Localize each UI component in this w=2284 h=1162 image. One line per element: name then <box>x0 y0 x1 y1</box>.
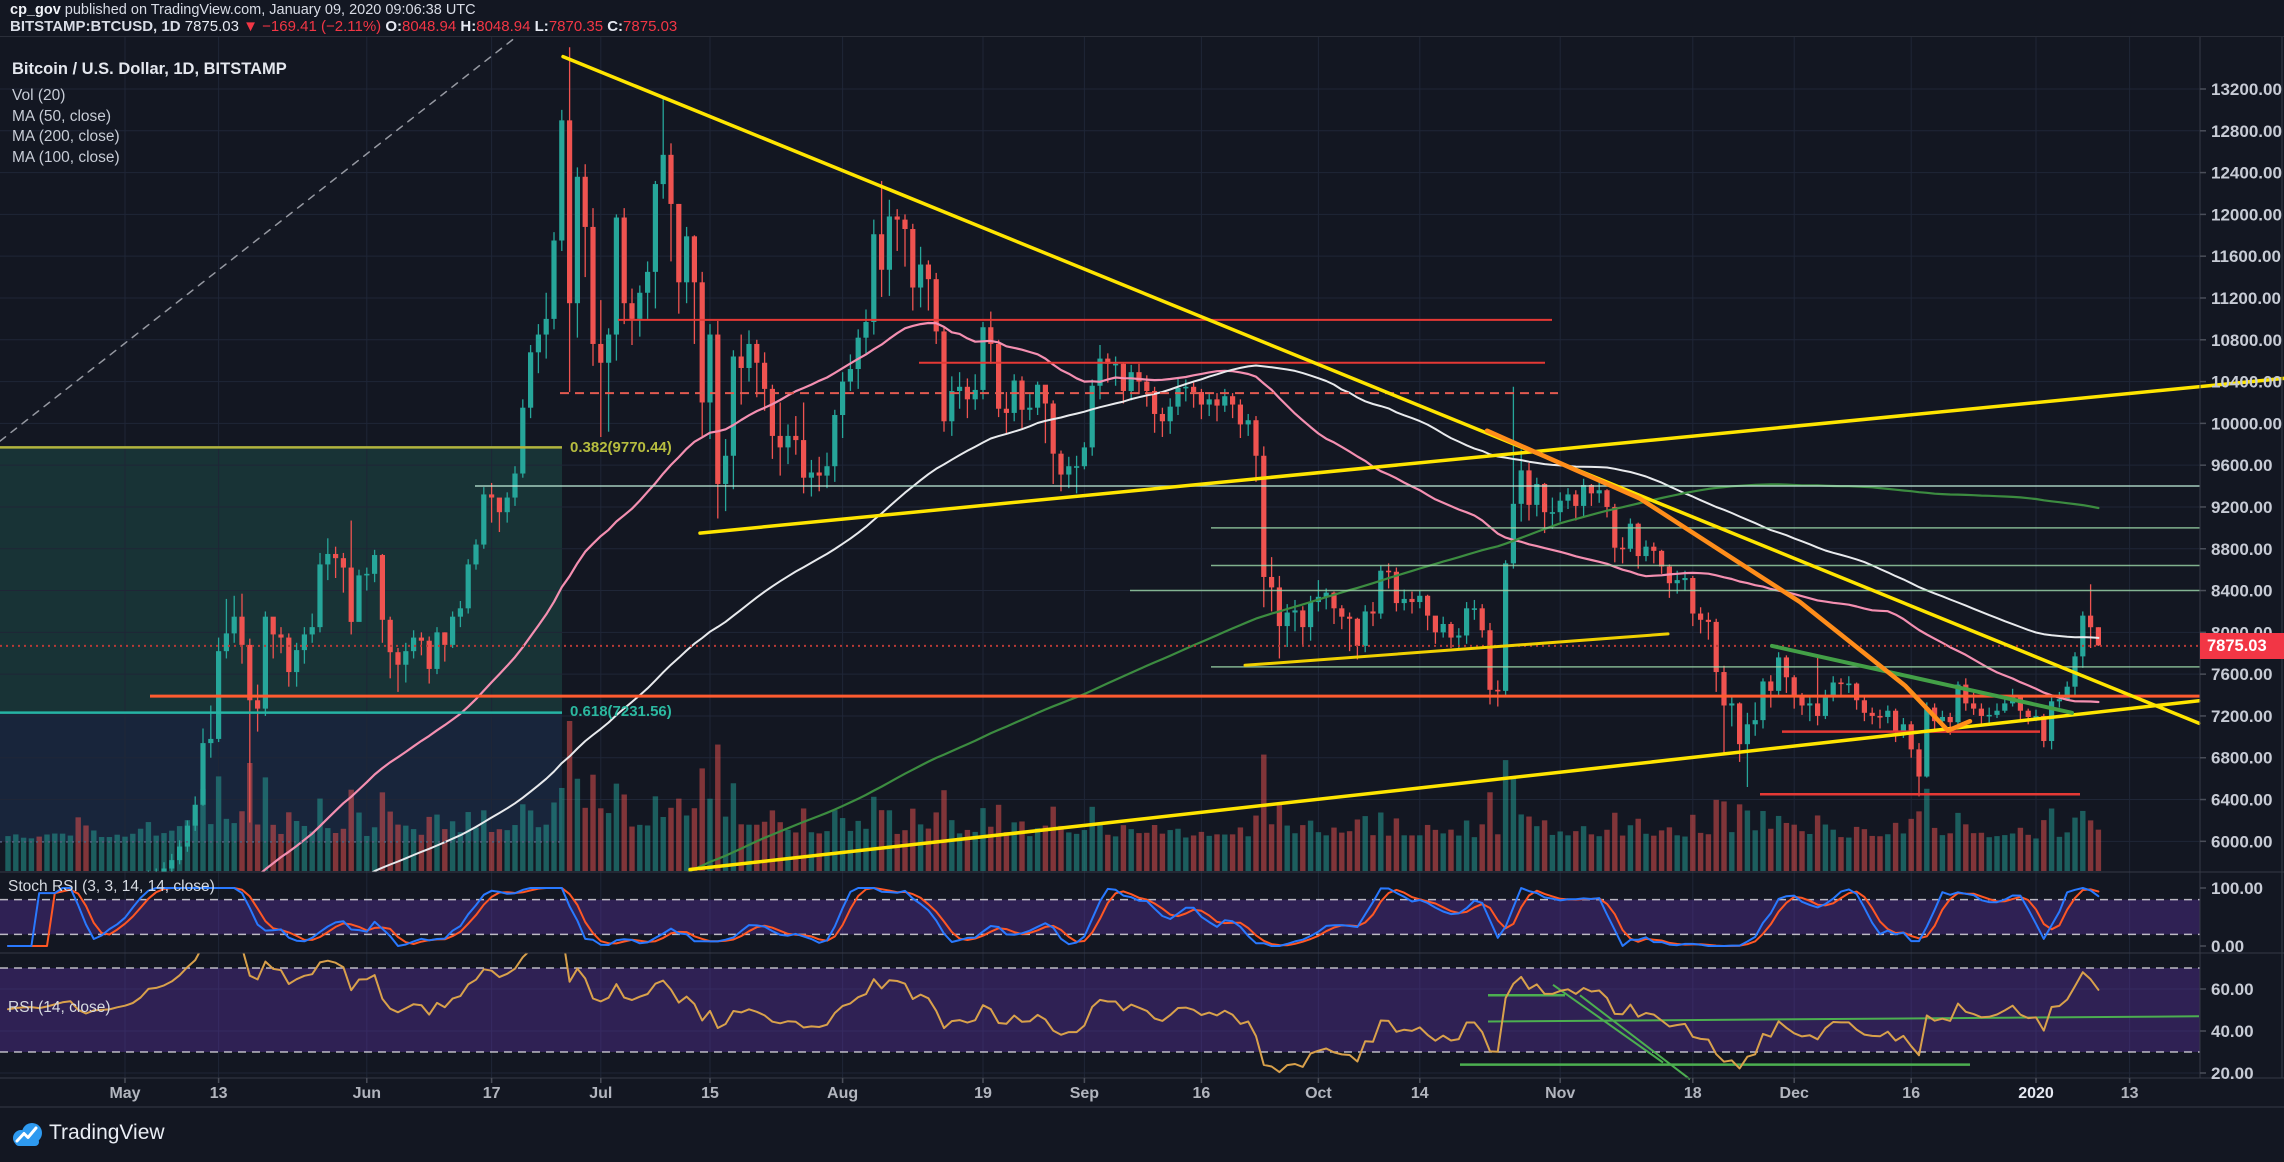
svg-text:Jul: Jul <box>589 1085 612 1102</box>
volume-series <box>5 721 2102 871</box>
svg-text:11200.00: 11200.00 <box>2211 289 2281 308</box>
svg-text:0.00: 0.00 <box>2211 937 2244 956</box>
chart-canvas[interactable]: 13200.00 12800.00 12400.00 12000.00 11600.00… <box>0 36 2284 1108</box>
svg-text:10800.00: 10800.00 <box>2211 331 2282 350</box>
svg-text:2020: 2020 <box>2018 1085 2054 1102</box>
svg-text:100.00: 100.00 <box>2211 879 2263 898</box>
open-value: 8048.94 <box>402 18 457 35</box>
svg-text:May: May <box>109 1085 140 1102</box>
svg-text:13: 13 <box>2121 1085 2139 1102</box>
svg-text:16: 16 <box>1193 1085 1211 1102</box>
svg-text:40.00: 40.00 <box>2211 1022 2254 1041</box>
svg-text:12800.00: 12800.00 <box>2211 122 2282 141</box>
svg-text:Jun: Jun <box>353 1085 381 1102</box>
stoch-rsi-plot <box>7 887 2100 947</box>
svg-text:7600.00: 7600.00 <box>2211 665 2272 684</box>
close-label: C: <box>607 18 624 35</box>
low-label: L: <box>534 18 549 35</box>
svg-text:6400.00: 6400.00 <box>2211 791 2272 810</box>
indicator-pane-decorations <box>0 898 2200 1081</box>
tradingview-logo-icon[interactable] <box>9 1119 45 1149</box>
tradingview-brand[interactable]: TradingView <box>49 1121 165 1144</box>
grid <box>0 36 2200 1078</box>
moving-averages <box>260 321 2100 872</box>
low-value: 7870.35 <box>548 18 604 35</box>
high-label: H: <box>460 18 477 35</box>
svg-text:12400.00: 12400.00 <box>2211 164 2282 183</box>
svg-text:10400.00: 10400.00 <box>2211 373 2282 392</box>
svg-text:14: 14 <box>1411 1085 1429 1102</box>
time-axis[interactable]: May 13 Jun 17 Jul 15 Aug 19 Sep 16 Oct 14 Nov 18 Dec 16… <box>109 1078 2139 1102</box>
svg-text:6800.00: 6800.00 <box>2211 749 2272 768</box>
svg-text:9200.00: 9200.00 <box>2211 498 2272 517</box>
close-value: 7875.03 <box>623 18 678 35</box>
svg-text:Dec: Dec <box>1780 1085 1809 1102</box>
svg-text:13: 13 <box>210 1085 228 1102</box>
publish-header: cp_gov published on TradingView.com, Jan… <box>0 0 2284 37</box>
svg-text:9600.00: 9600.00 <box>2211 456 2272 475</box>
svg-text:7200.00: 7200.00 <box>2211 707 2272 726</box>
svg-text:8400.00: 8400.00 <box>2211 582 2272 601</box>
open-label: O: <box>385 18 402 35</box>
pane-borders <box>0 36 2284 1108</box>
svg-text:Nov: Nov <box>1545 1085 1575 1102</box>
published-info: published on TradingView.com, January 09… <box>60 2 476 18</box>
svg-text:Oct: Oct <box>1305 1085 1332 1102</box>
footer: TradingView <box>0 1108 2284 1162</box>
svg-text:19: 19 <box>974 1085 992 1102</box>
svg-text:18: 18 <box>1684 1085 1702 1102</box>
svg-text:20.00: 20.00 <box>2211 1064 2254 1083</box>
symbol-ohlc-line: BITSTAMP:BTCUSD, 1D 7875.03 ▼ −169.41 (−… <box>10 18 677 35</box>
last-price: 7875.03 <box>184 18 239 35</box>
high-value: 8048.94 <box>476 18 531 35</box>
symbol: BITSTAMP:BTCUSD, 1D <box>10 18 181 35</box>
published-by-line: cp_gov published on TradingView.com, Jan… <box>10 2 476 18</box>
svg-text:16: 16 <box>1902 1085 1920 1102</box>
price-change: −169.41 (−2.11%) <box>262 18 382 35</box>
rsi-plot <box>7 953 2100 1074</box>
down-arrow-icon: ▼ <box>243 18 258 35</box>
drawing-lines <box>0 54 2284 872</box>
svg-text:11600.00: 11600.00 <box>2211 247 2281 266</box>
svg-text:60.00: 60.00 <box>2211 980 2254 999</box>
svg-text:Sep: Sep <box>1070 1085 1100 1102</box>
svg-text:15: 15 <box>701 1085 719 1102</box>
svg-text:8800.00: 8800.00 <box>2211 540 2272 559</box>
background-trendline <box>0 36 519 442</box>
svg-text:6000.00: 6000.00 <box>2211 832 2272 851</box>
username: cp_gov <box>10 2 61 18</box>
svg-text:Aug: Aug <box>827 1085 858 1102</box>
svg-text:17: 17 <box>483 1085 501 1102</box>
svg-text:10000.00: 10000.00 <box>2211 414 2282 433</box>
svg-text:13200.00: 13200.00 <box>2211 80 2282 99</box>
svg-text:8000.00: 8000.00 <box>2211 623 2272 642</box>
price-axis[interactable]: 13200.00 12800.00 12400.00 12000.00 11600.00… <box>2200 80 2282 1083</box>
svg-text:12000.00: 12000.00 <box>2211 205 2282 224</box>
